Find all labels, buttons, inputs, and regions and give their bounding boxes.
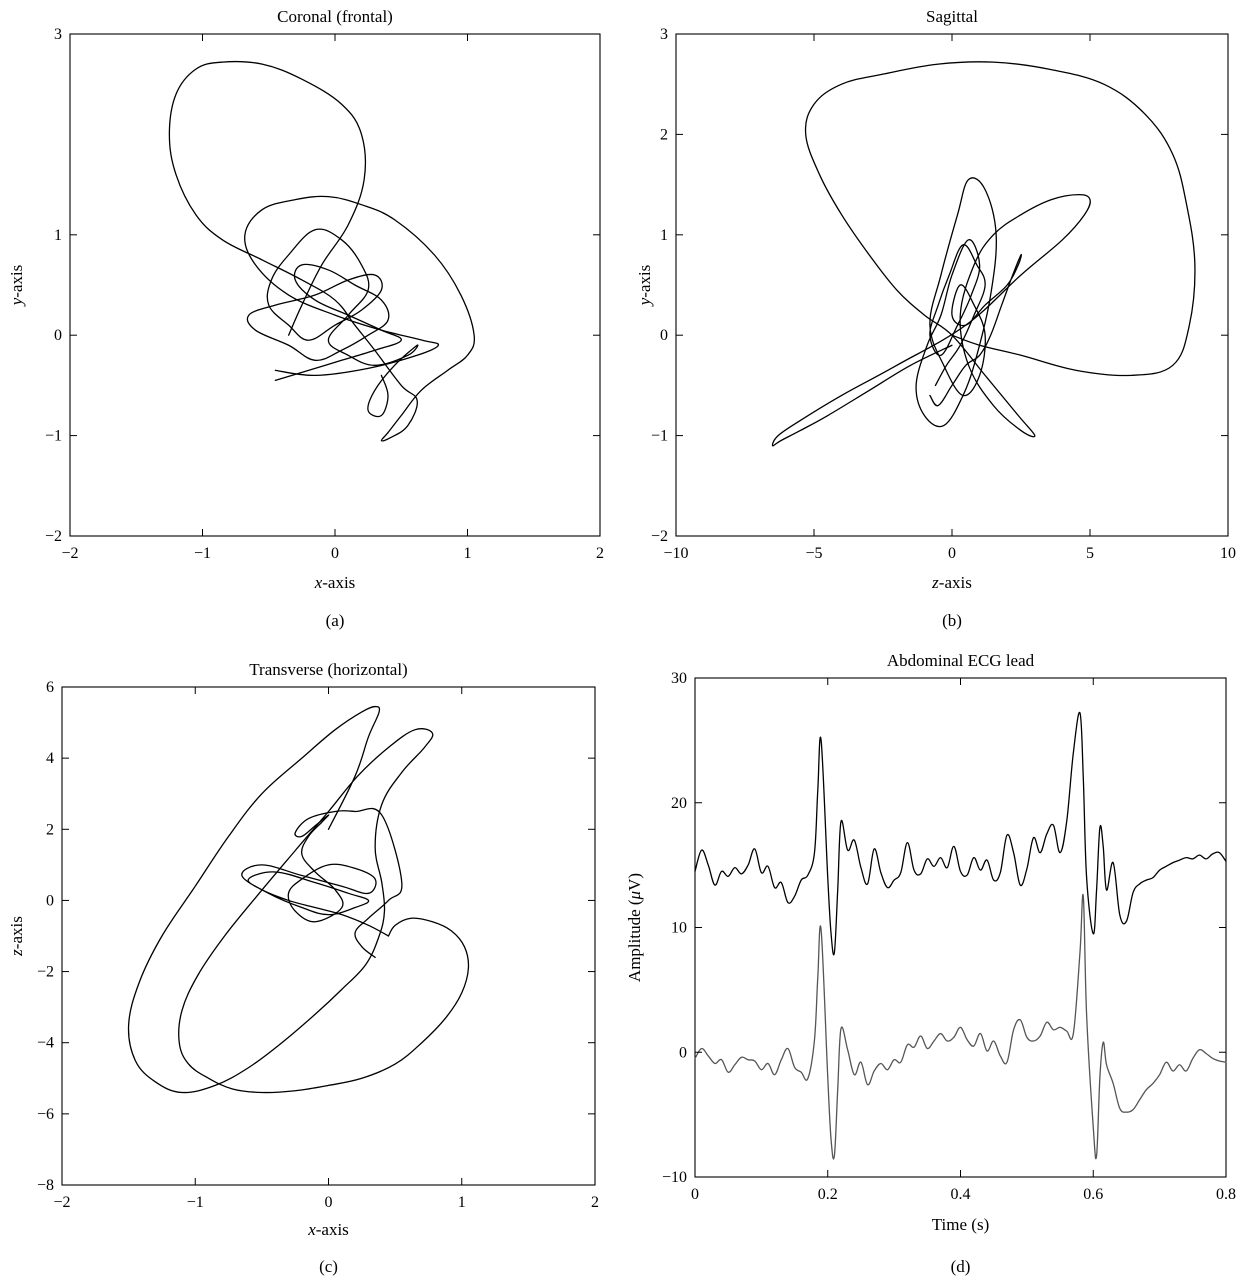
y-tick-label: 4 <box>46 750 54 767</box>
x-axis-label: Time (s) <box>932 1215 989 1234</box>
x-tick-label: −2 <box>53 1194 70 1211</box>
series-line-1 <box>694 893 1227 1160</box>
y-tick-label: −1 <box>45 428 62 445</box>
x-tick-label: 0 <box>331 545 339 562</box>
y-tick-label: 3 <box>660 26 668 43</box>
series-line-0 <box>168 60 476 442</box>
x-tick-label: 0 <box>691 1186 699 1203</box>
x-tick-label: 0 <box>325 1194 333 1211</box>
y-tick-label: −10 <box>662 1169 687 1186</box>
y-tick-label: −8 <box>37 1177 54 1194</box>
x-tick-label: 0.6 <box>1083 1186 1103 1203</box>
x-axis-label: z-axis <box>931 573 972 592</box>
y-axis-label: y-axis <box>635 265 654 308</box>
plot-frame <box>69 33 601 537</box>
x-tick-label: 1 <box>458 1194 466 1211</box>
y-tick-label: 1 <box>54 227 62 244</box>
series-line-0 <box>771 61 1196 447</box>
x-tick-label: −1 <box>194 545 211 562</box>
panel-2: −2 −1 0 1 2 −8 −6 −4 −2 0 2 4 6 Transverse (horizonta… <box>7 660 599 1276</box>
series-line-0 <box>694 711 1227 956</box>
series-line-1 <box>246 228 419 418</box>
chart-title: Abdominal ECG lead <box>887 651 1035 670</box>
x-tick-label: 2 <box>596 545 604 562</box>
y-tick-label: 6 <box>46 679 54 696</box>
x-tick-label: 5 <box>1086 545 1094 562</box>
y-tick-label: −4 <box>37 1035 54 1052</box>
x-tick-label: −1 <box>187 1194 204 1211</box>
x-tick-label: 0.2 <box>818 1186 838 1203</box>
plot-frame <box>694 677 1227 1178</box>
y-axis-label: y-axis <box>7 265 26 308</box>
x-tick-label: −10 <box>663 545 688 562</box>
series-line-0 <box>127 705 470 1094</box>
x-tick-label: 0.4 <box>951 1186 971 1203</box>
y-axis-label: Amplitude (μV) <box>625 873 644 982</box>
y-tick-label: 20 <box>671 795 687 812</box>
panel-label: (b) <box>942 611 962 630</box>
series-line-1 <box>915 177 1022 428</box>
y-tick-label: 2 <box>46 821 54 838</box>
series-line-1 <box>241 807 403 958</box>
x-axis-label: x-axis <box>307 1220 349 1239</box>
y-tick-label: 0 <box>679 1044 687 1061</box>
y-tick-label: 2 <box>660 126 668 143</box>
y-tick-label: −2 <box>37 964 54 981</box>
y-tick-label: 1 <box>660 227 668 244</box>
y-tick-label: −1 <box>651 428 668 445</box>
y-tick-label: 0 <box>660 327 668 344</box>
x-tick-label: −5 <box>805 545 822 562</box>
chart-title: Coronal (frontal) <box>277 7 393 26</box>
panel-label: (d) <box>951 1257 971 1276</box>
x-axis-label: x-axis <box>314 573 356 592</box>
plot-frame <box>675 33 1229 537</box>
x-tick-label: 1 <box>464 545 472 562</box>
y-tick-label: −2 <box>45 528 62 545</box>
y-tick-label: −2 <box>651 528 668 545</box>
x-tick-label: 10 <box>1220 545 1236 562</box>
y-tick-label: −6 <box>37 1106 54 1123</box>
y-tick-label: 10 <box>671 920 687 937</box>
x-tick-label: 0.8 <box>1216 1186 1236 1203</box>
y-tick-label: 30 <box>671 670 687 687</box>
chart-title: Sagittal <box>926 7 978 26</box>
x-tick-label: 2 <box>591 1194 599 1211</box>
panel-label: (a) <box>326 611 345 630</box>
y-tick-label: 0 <box>54 327 62 344</box>
panel-0: −2 −1 0 1 2 −2 −1 0 1 3 Coronal (frontal) x-axis y-a… <box>7 7 604 630</box>
panel-label: (c) <box>319 1257 338 1276</box>
x-tick-label: −2 <box>61 545 78 562</box>
y-tick-label: 0 <box>46 892 54 909</box>
y-tick-label: 3 <box>54 26 62 43</box>
x-tick-label: 0 <box>948 545 956 562</box>
plot-frame <box>61 686 596 1186</box>
chart-title: Transverse (horizontal) <box>249 660 407 679</box>
y-axis-label: z-axis <box>7 916 26 957</box>
